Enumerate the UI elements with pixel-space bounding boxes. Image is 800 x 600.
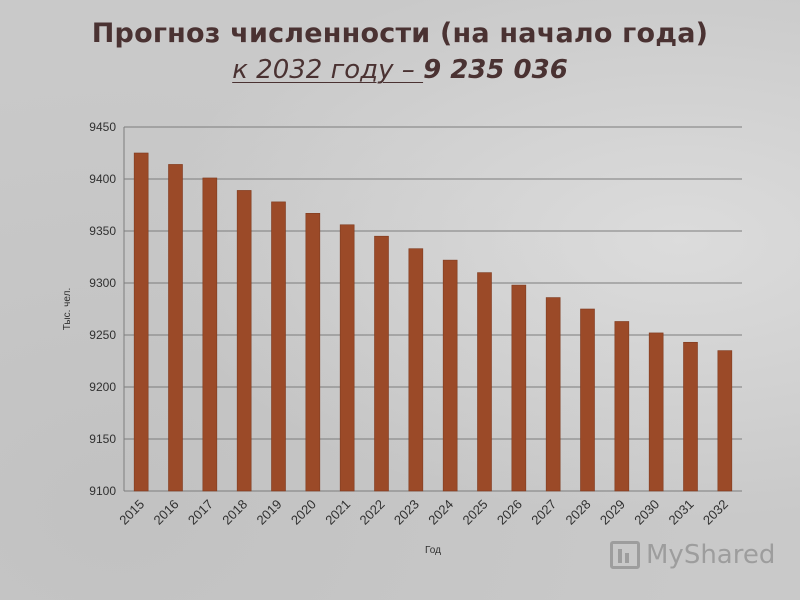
x-tick-label: 2024 xyxy=(425,497,456,528)
watermark-text: MyShared xyxy=(646,540,776,570)
presentation-board-icon xyxy=(610,541,640,569)
bar xyxy=(580,308,595,492)
bar xyxy=(477,272,492,492)
bar xyxy=(305,213,321,492)
bar xyxy=(545,297,561,492)
x-tick-label: 2021 xyxy=(322,497,353,528)
x-tick-label: 2026 xyxy=(494,497,525,528)
bar xyxy=(133,152,149,492)
y-tick-label: 9100 xyxy=(89,484,116,498)
y-tick-label: 9150 xyxy=(89,432,116,446)
x-tick-label: 2029 xyxy=(597,497,628,528)
y-axis-label: Тыс. чел. xyxy=(62,288,73,330)
x-tick-label: 2018 xyxy=(219,497,250,528)
bar xyxy=(374,235,389,492)
chart-subtitle: к 2032 году – 9 235 036 xyxy=(0,55,800,85)
bar xyxy=(271,201,286,492)
x-tick-label: 2023 xyxy=(391,497,422,528)
bar xyxy=(683,341,698,492)
x-tick-label: 2027 xyxy=(528,497,559,528)
x-tick-label: 2030 xyxy=(631,497,662,528)
x-tick-label: 2025 xyxy=(460,497,491,528)
x-tick-label: 2020 xyxy=(288,497,319,528)
y-tick-label: 9300 xyxy=(89,276,116,290)
watermark: MyShared xyxy=(610,540,775,570)
x-tick-label: 2019 xyxy=(254,497,285,528)
bar xyxy=(614,321,630,492)
y-tick-label: 9450 xyxy=(89,120,116,134)
subtitle-lead: к 2032 году – xyxy=(232,55,424,85)
x-tick-label: 2022 xyxy=(357,497,388,528)
chart-header: Прогноз численности (на начало года) к 2… xyxy=(0,18,800,85)
bar xyxy=(202,177,218,492)
bar xyxy=(339,224,355,492)
bar xyxy=(717,350,733,492)
x-tick-label: 2015 xyxy=(116,497,147,528)
bar xyxy=(648,332,664,492)
x-tick-label: 2016 xyxy=(151,497,182,528)
chart-title: Прогноз численности (на начало года) xyxy=(91,18,709,49)
x-tick-label: 2028 xyxy=(563,497,594,528)
bar xyxy=(408,248,424,492)
bar xyxy=(236,190,252,492)
y-tick-label: 9350 xyxy=(89,224,116,238)
bar xyxy=(511,284,527,492)
x-tick-label: 2031 xyxy=(666,497,697,528)
y-tick-label: 9400 xyxy=(89,172,116,186)
bar xyxy=(168,164,183,492)
forecast-2032-value: 9 235 036 xyxy=(423,55,568,85)
x-axis-label: Год xyxy=(425,545,441,556)
bar xyxy=(442,259,458,492)
y-tick-label: 9250 xyxy=(89,328,116,342)
x-tick-label: 2017 xyxy=(185,497,216,528)
y-tick-label: 9200 xyxy=(89,380,116,394)
x-tick-label: 2032 xyxy=(700,497,731,528)
